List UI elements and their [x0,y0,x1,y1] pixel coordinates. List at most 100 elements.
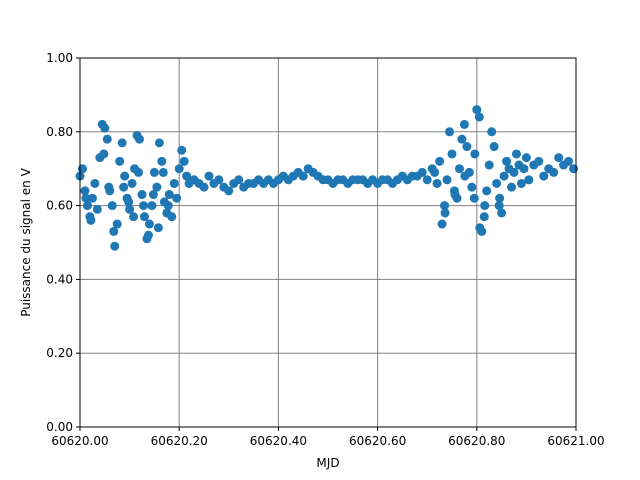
data-point [539,171,549,181]
data-point [234,175,244,185]
data-point [182,171,192,181]
data-point [99,149,109,159]
data-point [450,190,460,200]
data-point [440,208,450,218]
data-point [447,149,457,159]
data-point [224,186,234,196]
data-point [509,167,519,177]
ticks: 60620.00 60620.20 60620.40 60620.60 60620.80… [46,51,604,448]
data-point [144,219,154,229]
data-point [569,164,579,174]
data-point [82,201,92,211]
data-point [524,175,534,185]
data-point [494,201,504,211]
data-point [100,123,110,133]
data-point [87,193,97,203]
data-point [432,178,442,188]
data-point [502,156,512,166]
y-tick-label: 0.60 [46,199,73,213]
data-point [135,134,145,144]
data-point [472,105,482,115]
data-point [475,223,485,233]
data-point [435,156,445,166]
data-point [80,186,90,196]
data-point [507,182,517,192]
data-point [460,171,470,181]
x-tick-label: 60620.80 [448,434,505,448]
data-point [153,223,163,233]
data-point [204,171,214,181]
data-point [457,134,467,144]
data-point [90,178,100,188]
data-point [124,197,134,207]
data-point [467,182,477,192]
x-tick-label: 60621.00 [547,434,604,448]
data-point [430,167,440,177]
data-point [482,186,492,196]
data-point [445,127,455,137]
data-point [157,156,167,166]
data-point [484,160,494,170]
data-point [104,182,114,192]
data-point [214,175,224,185]
data-point [139,212,149,222]
data-point [422,175,432,185]
y-axis-label: Puissance du signal en V [19,167,33,316]
data-point [86,215,96,225]
data-point [179,156,189,166]
data-point [81,193,91,203]
data-point [511,149,521,159]
data-point [497,208,507,218]
data-point [102,134,112,144]
data-point [117,138,127,148]
data-point [440,201,450,211]
data-point [148,190,158,200]
data-point [169,178,179,188]
data-point [137,190,147,200]
data-point [152,182,162,192]
data-point [492,178,502,188]
data-point [149,167,159,177]
data-point [143,230,153,240]
x-tick-label: 60620.40 [250,434,307,448]
data-point [164,190,174,200]
data-point [519,164,529,174]
data-point [437,219,447,229]
data-point [516,178,526,188]
data-point [119,182,129,192]
data-point [521,153,531,163]
data-point [489,142,499,152]
y-tick-label: 0.00 [46,420,73,434]
y-tick-label: 0.40 [46,272,73,286]
data-point [499,171,509,181]
y-tick-label: 0.20 [46,346,73,360]
x-tick-label: 60620.60 [349,434,406,448]
data-point [129,212,139,222]
data-point [487,127,497,137]
data-point [125,204,135,214]
data-point [474,112,484,122]
data-point [462,142,472,152]
data-point [470,149,480,159]
data-point [417,167,427,177]
data-point [167,212,177,222]
x-tick-label: 60620.20 [151,434,208,448]
data-point [109,226,119,236]
data-point [147,201,157,211]
points [75,105,579,251]
y-tick-label: 0.80 [46,125,73,139]
data-point [172,193,182,203]
data-point [154,138,164,148]
data-point [454,164,464,174]
data-point [163,201,173,211]
data-point [107,201,117,211]
data-point [459,119,469,129]
data-point [134,167,144,177]
y-tick-label: 1.00 [46,51,73,65]
data-point [77,164,87,174]
data-point [549,167,559,177]
data-point [442,175,452,185]
x-axis-label: MJD [316,456,339,470]
